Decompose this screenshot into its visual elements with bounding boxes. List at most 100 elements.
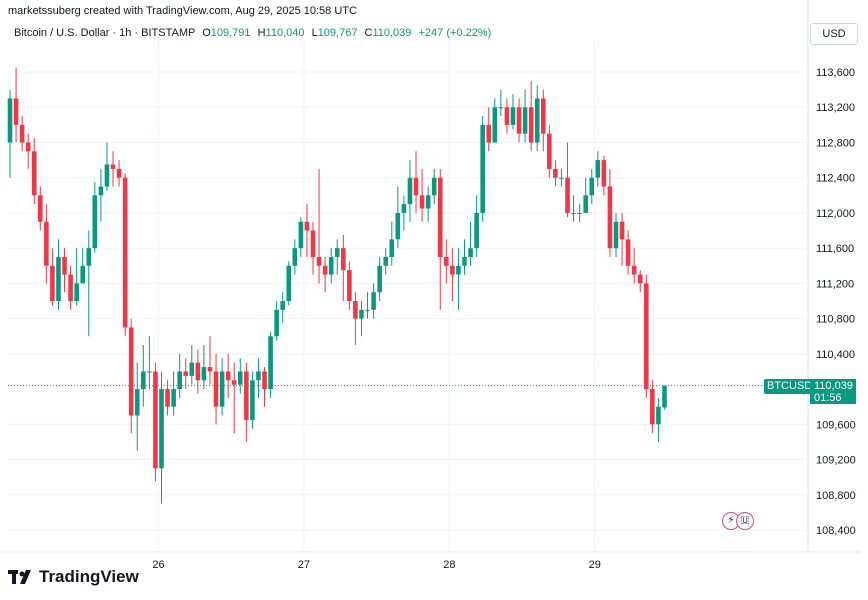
candle <box>7 89 13 178</box>
candle-body <box>516 107 522 134</box>
candle-body <box>165 389 170 407</box>
y-tick-label: 109,600 <box>816 419 856 431</box>
candle <box>98 168 104 222</box>
candle <box>359 301 364 337</box>
candle-body <box>80 265 86 284</box>
candle <box>298 217 304 257</box>
candle-body <box>7 98 13 143</box>
candle-body <box>571 212 576 214</box>
candle-body <box>250 380 255 420</box>
candle <box>286 261 292 306</box>
candle <box>353 292 358 346</box>
symbol-legend: Bitcoin / U.S. Dollar · 1h · BITSTAMP O1… <box>14 27 491 39</box>
candle-body <box>328 256 334 275</box>
candle-body <box>225 371 231 381</box>
candle-body <box>19 124 25 143</box>
candle <box>341 234 346 301</box>
currency-button[interactable]: USD <box>810 23 858 45</box>
candle-body <box>383 256 389 266</box>
y-tick-label: 112,800 <box>816 137 855 149</box>
candle <box>377 256 382 301</box>
candle <box>280 292 285 324</box>
candle <box>74 248 79 306</box>
us-flag-icon[interactable]: 🇺 <box>736 512 754 530</box>
candle-body <box>128 327 134 416</box>
x-tick-label: 27 <box>298 559 310 571</box>
candle-body <box>44 221 49 266</box>
candle-body <box>122 177 128 328</box>
candle-body <box>631 265 637 275</box>
candle <box>183 358 189 390</box>
candle-body <box>656 406 661 425</box>
y-tick-label: 108,800 <box>816 490 856 502</box>
candle <box>38 186 43 231</box>
price-axis: 113,600 113,200 112,800 112,400 112,000 111,6… <box>816 67 856 537</box>
symbol-name[interactable]: Bitcoin / U.S. Dollar · 1h · BITSTAMP <box>14 27 196 39</box>
candle-body <box>450 265 455 275</box>
candle-body <box>510 107 516 125</box>
close-value: 110,039 <box>372 27 412 39</box>
close-label: C <box>364 27 373 39</box>
candle <box>25 133 31 169</box>
candle-body <box>13 98 19 125</box>
candle-body <box>304 221 310 231</box>
candle <box>444 239 449 284</box>
candle-body <box>256 371 261 381</box>
candle <box>413 151 419 213</box>
candle <box>201 345 207 390</box>
candle <box>425 186 431 222</box>
y-tick-label: 110,800 <box>816 314 855 326</box>
candle <box>19 116 25 152</box>
y-tick-label: 111,200 <box>816 278 854 290</box>
event-markers[interactable]: ⚡ 🇺 <box>722 512 754 530</box>
candle-body <box>468 248 473 257</box>
candle <box>540 89 546 152</box>
candle-body <box>31 151 37 196</box>
candle-body <box>213 371 219 407</box>
candle-body <box>334 248 340 257</box>
candle-body <box>401 204 407 213</box>
x-tick-label: 26 <box>152 559 164 571</box>
candle-body <box>50 265 55 301</box>
x-tick-label: 28 <box>443 559 455 571</box>
candle <box>134 362 140 451</box>
candle <box>613 212 619 257</box>
candle-body <box>219 371 225 407</box>
candle <box>165 380 170 416</box>
candle-body <box>359 309 364 319</box>
candle <box>219 358 225 416</box>
candle <box>656 397 661 442</box>
candle <box>480 116 485 222</box>
candle-body <box>498 107 504 109</box>
event-icon[interactable]: ⚡ <box>722 512 740 530</box>
candle-body <box>377 265 382 293</box>
candle <box>534 85 540 152</box>
candle-body <box>613 221 619 249</box>
candle <box>365 292 370 319</box>
candle-body <box>559 177 564 179</box>
candle-body <box>98 186 104 196</box>
candle <box>50 248 55 306</box>
low-value: 109,767 <box>317 27 358 39</box>
candle-body <box>444 256 449 266</box>
candle-body <box>86 248 92 266</box>
candle-body <box>474 212 479 249</box>
candle-body <box>462 256 467 266</box>
tradingview-brand: TradingView <box>8 567 139 587</box>
candle-body <box>280 301 285 310</box>
y-tick-label: 109,200 <box>816 455 856 467</box>
candle <box>631 248 637 284</box>
candle-body <box>134 389 140 416</box>
candle-series <box>7 67 667 504</box>
chart-attribution: marketssuberg created with TradingView.c… <box>8 5 357 17</box>
candle-body <box>195 362 201 381</box>
y-tick-label: 112,000 <box>816 208 855 220</box>
candle <box>456 248 461 310</box>
candle <box>468 221 473 266</box>
candle <box>159 371 164 504</box>
candle-body <box>341 248 346 271</box>
candle <box>292 239 298 275</box>
candle-body <box>68 274 73 301</box>
candle-body <box>534 98 540 143</box>
